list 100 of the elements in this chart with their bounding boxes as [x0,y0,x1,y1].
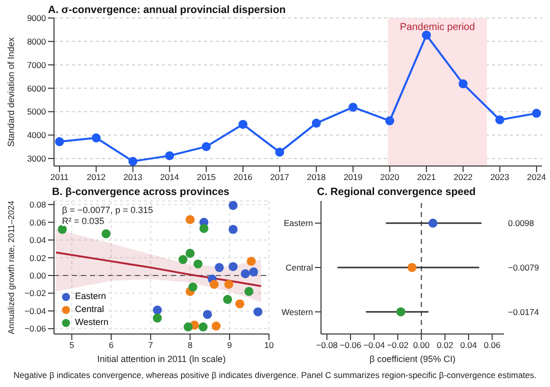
point [532,108,541,118]
chart-title: C. Regional convergence speed [317,186,476,198]
point [202,310,212,319]
y-axis-title: Standard deviation of Index [6,36,16,147]
y-tick-label: 0.04 [29,235,46,246]
point [240,269,250,278]
x-tick-label: 2024 [527,172,546,182]
annotation: β = −0.0077, p = 0.315 [62,205,154,215]
point [152,306,162,315]
y-tick-label: 7000 [27,60,46,70]
x-tick-label: 6 [108,340,114,350]
y-tick-label: Western [282,306,314,317]
point [312,118,321,128]
point [228,224,238,234]
x-axis-title: Initial attention in 2011 (ln scale) [97,354,226,364]
y-tick-label: −0.04 [24,306,46,316]
annotation: R² = 0.035 [62,216,104,226]
x-tick-label: 10 [264,340,274,350]
y-tick-label: Central [286,262,314,273]
point [228,262,238,272]
point [348,102,358,112]
point [238,120,248,129]
band-label: Pandemic period [400,22,475,34]
point [212,322,221,331]
y-tick-label: 4000 [27,130,46,140]
point [253,307,262,316]
point [193,259,203,268]
x-tick-label: 2013 [123,172,143,182]
x-axis-title: β coefficient (95% CI) [369,354,456,364]
point [178,255,188,264]
y-axis-title: Annualized growth rate, 2011–2024 [6,200,16,334]
y-tick-label: 0.02 [29,252,46,263]
text: −0.0079 [508,262,540,272]
point [458,79,468,88]
x-tick-label: −0.04 [363,340,386,350]
point [58,224,67,234]
x-tick-label: 0.04 [460,340,478,350]
x-tick-label: 2023 [490,172,510,182]
point [422,30,431,40]
x-tick-label: 9 [227,340,232,350]
point [102,229,111,238]
point [214,262,224,272]
point [224,280,234,289]
x-tick-label: 2019 [344,172,363,182]
x-tick-label: 0.00 [413,340,430,350]
x-tick-label: 0.02 [436,340,454,350]
point [152,314,162,323]
y-tick-label: 0.08 [29,200,46,210]
point [249,267,258,276]
point [385,116,394,126]
chart-title: B. β-convergence across provinces [52,186,230,198]
point [165,151,174,160]
point [235,299,244,308]
x-tick-label: −0.08 [316,340,338,350]
y-tick-label: Eastern [284,218,314,228]
x-tick-label: 2011 [50,172,69,182]
point [223,294,232,304]
legend-label: Central [75,303,104,316]
y-tick-label: 8000 [27,36,46,46]
point [55,137,64,146]
legend-label: Eastern [75,290,106,303]
x-tick-label: 8 [188,340,193,350]
point [244,286,254,296]
point [186,248,195,258]
text: Negative β indicates convergence, whereas positive β indicates divergence. Panel C summarizes region-specific β-convergence estimates. [13,370,537,380]
x-tick-label: 2020 [380,172,400,182]
point [246,256,256,266]
x-tick-label: −0.06 [340,340,362,350]
y-tick-label: 6000 [27,83,46,94]
x-tick-label: 2012 [86,172,106,182]
point [128,156,138,166]
x-tick-label: 7 [148,340,154,350]
point [184,322,193,332]
y-tick-label: −0.02 [24,288,46,298]
point [199,224,208,233]
point [198,322,208,332]
text: 0.0098 [508,218,534,228]
x-tick-label: 5 [69,340,74,350]
point [92,133,101,142]
y-tick-label: 0.00 [29,270,46,280]
text: −0.0174 [508,306,540,317]
x-tick-label: 2016 [234,172,253,182]
point [275,148,284,157]
point [495,115,504,124]
x-tick-label: 2021 [416,172,436,182]
y-tick-label: 9000 [27,13,46,24]
x-tick-label: −0.02 [386,340,409,350]
point [186,215,195,224]
y-tick-label: −0.06 [24,324,46,334]
y-tick-label: 0.06 [29,217,46,228]
x-tick-label: 2014 [160,172,180,182]
x-tick-label: 0.06 [484,340,501,350]
point [210,280,219,289]
x-tick-label: 2022 [454,172,473,182]
line-series [55,252,262,288]
point [228,201,238,210]
y-tick-label: 5000 [27,106,46,117]
x-tick-label: 2015 [196,172,216,182]
point [202,142,211,152]
point [188,282,198,292]
